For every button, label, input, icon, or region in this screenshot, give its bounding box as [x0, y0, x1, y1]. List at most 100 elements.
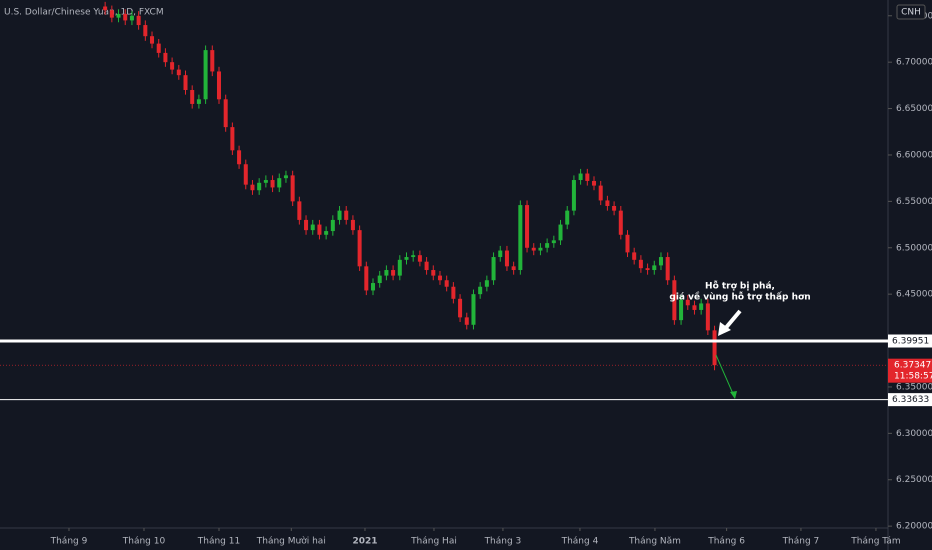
- last-price-box: [888, 358, 932, 383]
- candle-body: [270, 180, 275, 188]
- candle-body: [216, 71, 221, 100]
- candle-body: [263, 180, 268, 183]
- x-tick-label: Tháng Hai: [410, 537, 457, 547]
- candle-body: [417, 255, 422, 262]
- candle-body: [324, 231, 329, 235]
- candle-body: [103, 6, 108, 11]
- candle-body: [129, 15, 134, 21]
- y-tick-label: 6.45000: [896, 290, 932, 300]
- y-tick-label: 6.30000: [896, 429, 932, 439]
- x-tick-label: Tháng Năm: [628, 537, 681, 547]
- candle-body: [578, 173, 583, 181]
- y-tick-label: 6.55000: [896, 197, 932, 207]
- y-tick-label: 6.35000: [896, 382, 932, 392]
- candle-body: [310, 224, 315, 231]
- chart-title: U.S. Dollar/Chinese Yuan, 1D, FXCM: [4, 8, 164, 18]
- candle-body: [545, 243, 550, 248]
- candle-body: [518, 205, 523, 271]
- candle-body: [458, 298, 463, 318]
- x-tick-label: Tháng 7: [782, 537, 820, 547]
- candle-body: [571, 180, 576, 211]
- candle-body: [424, 261, 429, 271]
- candle-body: [525, 205, 530, 248]
- candle-body: [116, 13, 121, 18]
- candle-body: [531, 247, 536, 251]
- candle-body: [638, 259, 643, 269]
- annotation: giá về vùng hỗ trợ thấp hơn: [669, 292, 810, 303]
- candle-body: [538, 247, 543, 251]
- price-label-box: [888, 334, 932, 348]
- x-tick-label: 2021: [352, 537, 377, 547]
- candle-body: [471, 294, 476, 325]
- x-tick-label: Tháng Mười hai: [256, 536, 326, 547]
- candle-body: [123, 13, 128, 21]
- candle-body: [625, 234, 630, 253]
- price-label: 6.39951: [892, 337, 929, 347]
- candle-body: [283, 175, 288, 179]
- candle-body: [692, 305, 697, 310]
- candle-body: [565, 210, 570, 225]
- candle-body: [551, 240, 556, 244]
- y-tick-label: 6.60000: [896, 150, 932, 160]
- x-tick-label: Tháng Tám: [850, 537, 900, 547]
- candle-body: [136, 15, 141, 26]
- candle-body: [344, 210, 349, 220]
- annotation-arrowhead: [718, 322, 731, 336]
- y-tick-label: 6.70000: [896, 58, 932, 68]
- candle-body: [290, 175, 295, 202]
- candle-body: [632, 252, 637, 260]
- countdown: 11:58:57: [894, 372, 932, 382]
- candle-body: [364, 266, 369, 291]
- annotation: Hỗ trợ bị phá,: [705, 281, 775, 292]
- candle-body: [672, 280, 677, 321]
- x-tick-label: Tháng 4: [561, 537, 599, 547]
- candle-body: [163, 52, 168, 63]
- candle-body: [330, 219, 335, 232]
- candle-body: [170, 62, 175, 70]
- candle-body: [605, 200, 610, 207]
- candle-body: [484, 280, 489, 287]
- y-tick-label: 6.25000: [896, 475, 932, 485]
- y-tick-label: 6.65000: [896, 104, 932, 114]
- last-price-label: 6.37347: [894, 361, 931, 371]
- candle-body: [196, 99, 201, 104]
- candle-body: [592, 180, 597, 186]
- candle-body: [699, 303, 704, 310]
- candle-body: [190, 90, 195, 104]
- candle-body: [685, 299, 690, 306]
- candle-body: [491, 257, 496, 281]
- price-label-box: [888, 393, 932, 407]
- price-label: 6.33633: [892, 395, 929, 405]
- projection-arrow: [715, 354, 735, 397]
- candle-body: [350, 219, 355, 231]
- candle-body: [645, 268, 650, 271]
- candle-body: [712, 330, 717, 366]
- candle-body: [451, 286, 456, 299]
- candle-body: [337, 210, 342, 220]
- candle-body: [612, 206, 617, 211]
- candle-body: [203, 50, 208, 100]
- candle-body: [498, 250, 503, 258]
- candle-body: [277, 178, 282, 188]
- projection-arrowhead: [730, 391, 737, 399]
- candle-body: [705, 303, 710, 331]
- candle-body: [357, 230, 362, 267]
- x-tick-label: Tháng 3: [484, 537, 522, 547]
- candle-body: [652, 265, 657, 271]
- candle-body: [444, 280, 449, 287]
- candle-body: [391, 270, 396, 276]
- x-tick-label: Tháng 9: [50, 537, 88, 547]
- x-tick-label: Tháng 6: [707, 537, 745, 547]
- y-tick-label: 6.50000: [896, 243, 932, 253]
- candle-body: [176, 69, 181, 76]
- candle-body: [156, 43, 161, 53]
- x-tick-label: Tháng 11: [197, 537, 240, 547]
- annotation-arrow: [722, 309, 742, 332]
- candle-body: [504, 250, 509, 267]
- candle-body: [397, 259, 402, 276]
- candle-body: [223, 99, 228, 128]
- candle-body: [304, 219, 309, 231]
- candle-body: [478, 286, 483, 295]
- candle-body: [297, 201, 302, 220]
- candle-body: [404, 257, 409, 260]
